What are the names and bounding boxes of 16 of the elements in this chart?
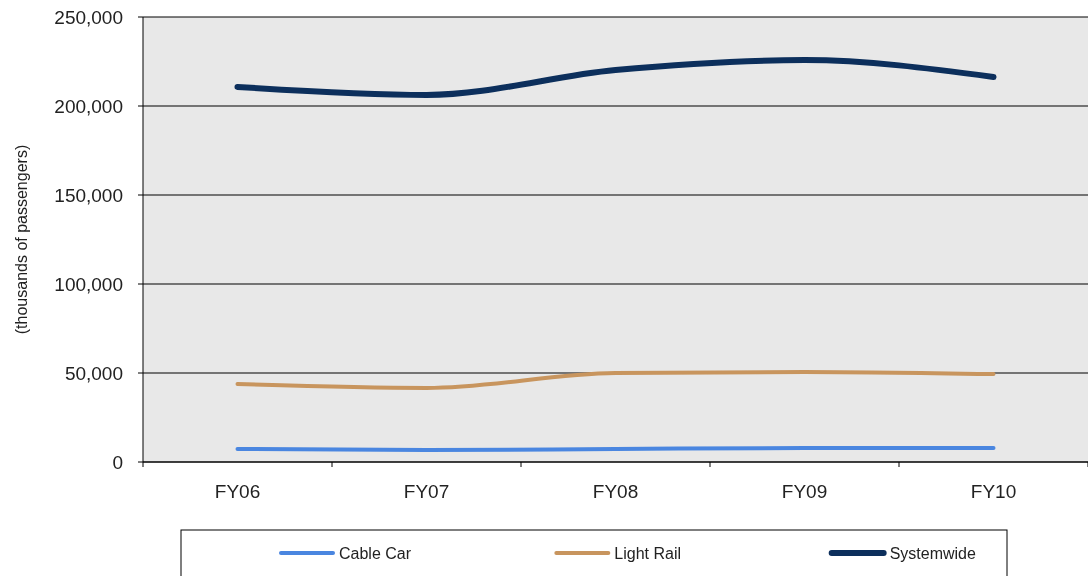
legend-label: Cable Car (339, 544, 412, 562)
y-tick-label: 100,000 (54, 273, 123, 295)
y-tick-label: 50,000 (64, 362, 123, 384)
x-tick-label: FY07 (403, 481, 450, 502)
y-tick-label: 150,000 (54, 184, 123, 206)
y-tick-label: 250,000 (54, 6, 123, 28)
x-tick-label: FY06 (214, 481, 261, 502)
y-axis-title: (thousands of passengers) (13, 144, 30, 335)
line-series (235, 369, 996, 390)
y-tick-label: 0 (112, 451, 123, 473)
x-tick-label: FY10 (970, 481, 1017, 502)
legend-label: Light Rail (614, 544, 682, 562)
y-tick-label: 200,000 (54, 95, 123, 117)
x-tick-label: FY09 (781, 481, 828, 502)
x-tick-label: FY08 (592, 481, 639, 502)
legend-label: Systemwide (889, 544, 977, 562)
